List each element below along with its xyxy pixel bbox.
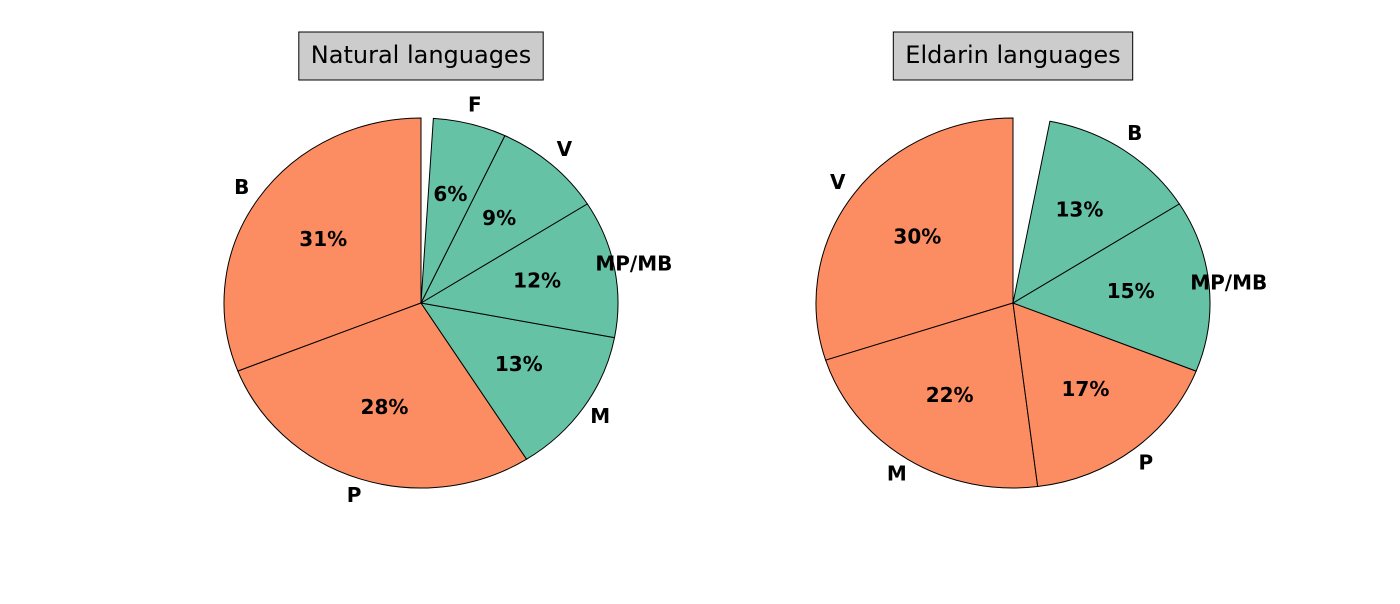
wedge-label: B xyxy=(1127,121,1142,145)
wedge-label: B xyxy=(234,175,249,199)
pct-label: 31% xyxy=(299,227,347,251)
pie-wedge xyxy=(420,117,506,304)
pie-wedge xyxy=(419,203,619,339)
pct-label: 15% xyxy=(1107,279,1155,303)
title-box xyxy=(892,31,1134,81)
pie-wedge xyxy=(815,117,1014,361)
chart-title: Eldarin languages xyxy=(905,41,1120,69)
wedge-label: P xyxy=(1138,450,1153,474)
pct-label: 6% xyxy=(433,182,467,206)
pct-label: 13% xyxy=(495,352,543,376)
pct-label: 28% xyxy=(361,395,409,419)
pie-wedge xyxy=(1012,302,1197,488)
pct-label: 17% xyxy=(1062,377,1110,401)
chart-title: Natural languages xyxy=(311,41,531,69)
wedge-label: F xyxy=(468,92,482,116)
wedge-label: V xyxy=(830,170,846,194)
pie-wedge xyxy=(237,302,528,489)
wedge-label: M xyxy=(887,461,907,485)
pie-wedge xyxy=(1012,120,1181,305)
pct-label: 30% xyxy=(893,224,941,248)
wedge-label: MP/MB xyxy=(1190,270,1267,294)
pie-wedge xyxy=(1011,203,1211,372)
pct-label: 12% xyxy=(513,269,561,293)
wedge-label: P xyxy=(347,483,362,507)
pie-wedge xyxy=(223,117,422,372)
wedge-label: M xyxy=(590,404,610,428)
wedge-label: MP/MB xyxy=(595,251,672,275)
pie-wedge xyxy=(419,134,589,305)
pct-label: 9% xyxy=(482,206,516,230)
pie-wedge xyxy=(824,302,1039,489)
wedge-label: V xyxy=(557,137,573,161)
pct-label: 13% xyxy=(1056,198,1104,222)
title-box xyxy=(298,31,544,81)
pie-wedge xyxy=(419,302,616,460)
pct-label: 22% xyxy=(926,383,974,407)
